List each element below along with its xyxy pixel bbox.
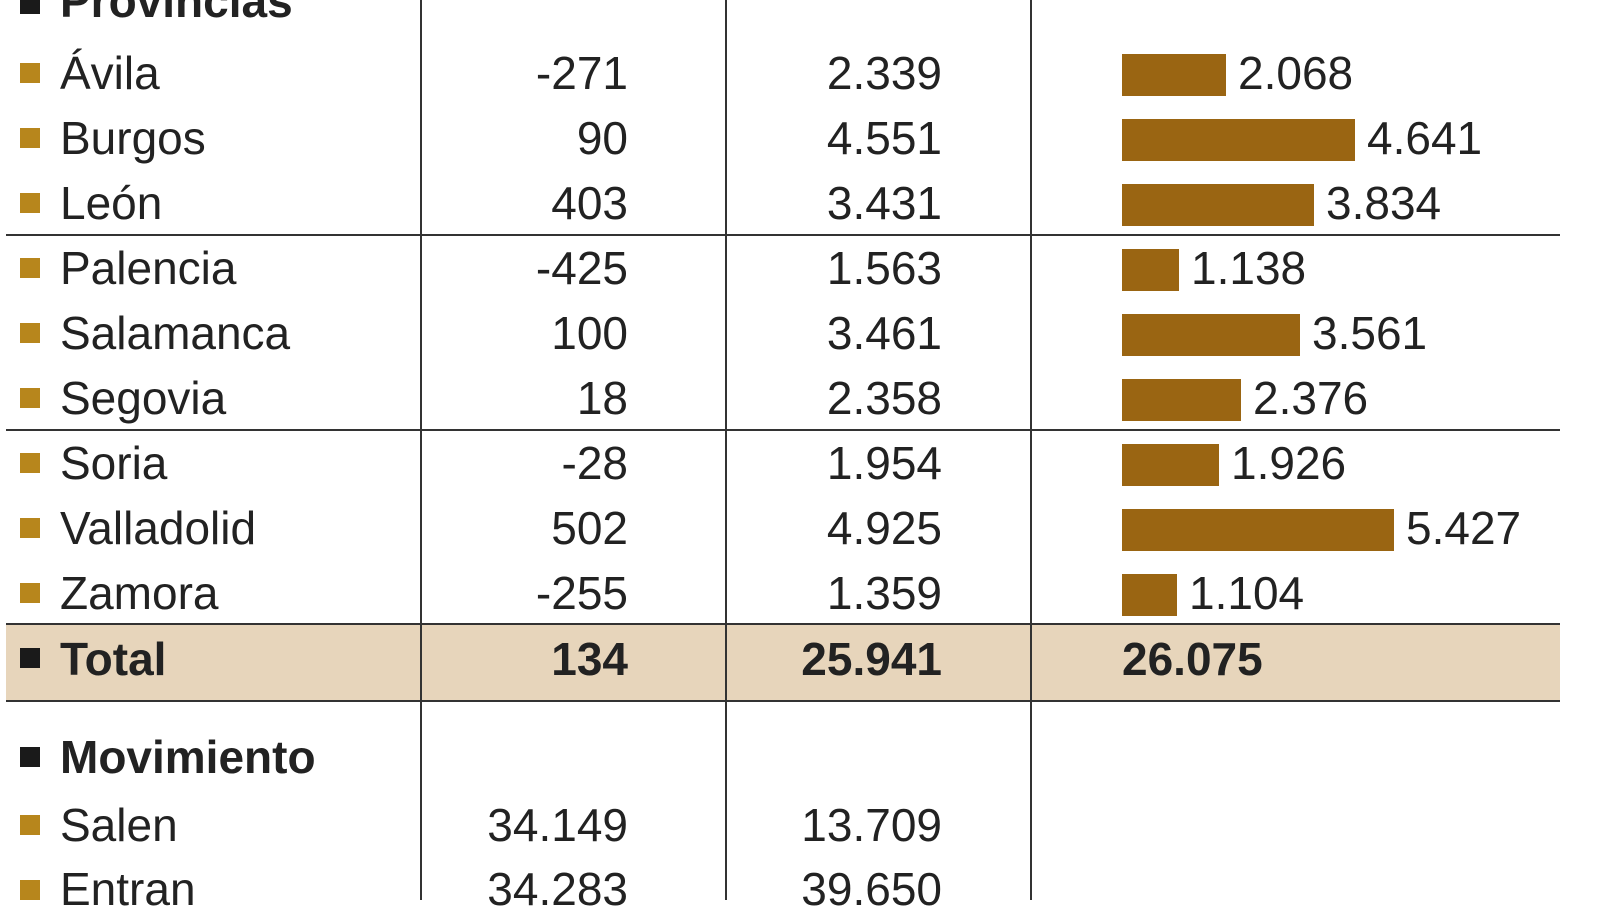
province-col1: 403: [551, 177, 628, 229]
group-separator-2: [6, 429, 1560, 431]
province-col1: 18: [576, 372, 628, 424]
province-bar: [1122, 509, 1394, 551]
column-divider-2: [725, 0, 727, 900]
province-col1: -28: [561, 437, 628, 489]
row-marker: [20, 388, 40, 408]
total-row-background: [6, 625, 1560, 701]
total-bottom-border: [6, 700, 1560, 702]
province-col1: -271: [535, 47, 628, 99]
group-separator-1: [6, 234, 1560, 236]
province-bar-value: 2.376: [1253, 372, 1369, 424]
province-bar-value: 3.834: [1326, 177, 1442, 229]
section-marker: [20, 0, 40, 14]
province-label: León: [60, 177, 163, 229]
row-marker: [20, 258, 40, 278]
section-marker: [20, 747, 40, 767]
total-col2: 25.941: [801, 633, 942, 685]
column-divider-3: [1030, 0, 1032, 900]
province-bar: [1122, 379, 1241, 421]
total-top-border: [6, 623, 1560, 625]
province-bar: [1122, 574, 1177, 616]
province-col2: 3.431: [826, 177, 942, 229]
province-bar: [1122, 249, 1179, 291]
province-bar: [1122, 184, 1314, 226]
province-col1: 90: [576, 112, 628, 164]
province-col2: 2.358: [826, 372, 942, 424]
province-col2: 1.359: [826, 567, 942, 619]
movimiento-label: Entran: [60, 863, 196, 915]
province-bar: [1122, 314, 1300, 356]
row-marker: [20, 63, 40, 83]
province-bar-value: 2.068: [1238, 47, 1354, 99]
province-bar-value: 3.561: [1312, 307, 1428, 359]
row-marker: [20, 323, 40, 343]
movimiento-col2: 39.650: [801, 863, 942, 915]
province-col2: 1.954: [826, 437, 942, 489]
province-col2: 1.563: [826, 242, 942, 294]
movimiento-col2: 13.709: [801, 799, 942, 851]
province-col2: 4.925: [826, 502, 942, 554]
total-marker: [20, 648, 40, 668]
province-label: Segovia: [60, 372, 227, 424]
province-col1: 502: [551, 502, 628, 554]
province-col2: 2.339: [826, 47, 942, 99]
province-bar: [1122, 119, 1355, 161]
province-bar-value: 1.926: [1231, 437, 1347, 489]
movimiento-col1: 34.149: [487, 799, 628, 851]
province-bar-value: 4.641: [1367, 112, 1483, 164]
row-marker: [20, 880, 40, 900]
total-col3: 26.075: [1122, 633, 1263, 685]
column-divider-1: [420, 0, 422, 900]
province-bar: [1122, 444, 1219, 486]
section-provincias-label: Provincias: [60, 0, 293, 27]
province-bar-value: 1.138: [1191, 242, 1307, 294]
province-bar: [1122, 54, 1226, 96]
movimiento-col1: 34.283: [487, 863, 628, 915]
province-label: Soria: [60, 437, 168, 489]
province-col2: 3.461: [826, 307, 942, 359]
province-label: Ávila: [60, 47, 160, 99]
province-col1: -255: [535, 567, 628, 619]
province-label: Valladolid: [60, 502, 257, 554]
row-marker: [20, 518, 40, 538]
row-marker: [20, 583, 40, 603]
total-label: Total: [60, 633, 167, 685]
province-label: Burgos: [60, 112, 206, 164]
province-label: Zamora: [60, 567, 219, 619]
row-marker: [20, 128, 40, 148]
province-col1: 100: [551, 307, 628, 359]
row-marker: [20, 815, 40, 835]
province-bar-value: 1.104: [1189, 567, 1305, 619]
row-marker: [20, 453, 40, 473]
province-label: Salamanca: [60, 307, 291, 359]
row-marker: [20, 193, 40, 213]
province-col1: -425: [535, 242, 628, 294]
movimiento-label: Salen: [60, 799, 178, 851]
total-col1: 134: [551, 633, 628, 685]
province-bar-value: 5.427: [1406, 502, 1522, 554]
province-col2: 4.551: [826, 112, 942, 164]
section-movimiento-label: Movimiento: [60, 731, 316, 783]
province-label: Palencia: [60, 242, 237, 294]
